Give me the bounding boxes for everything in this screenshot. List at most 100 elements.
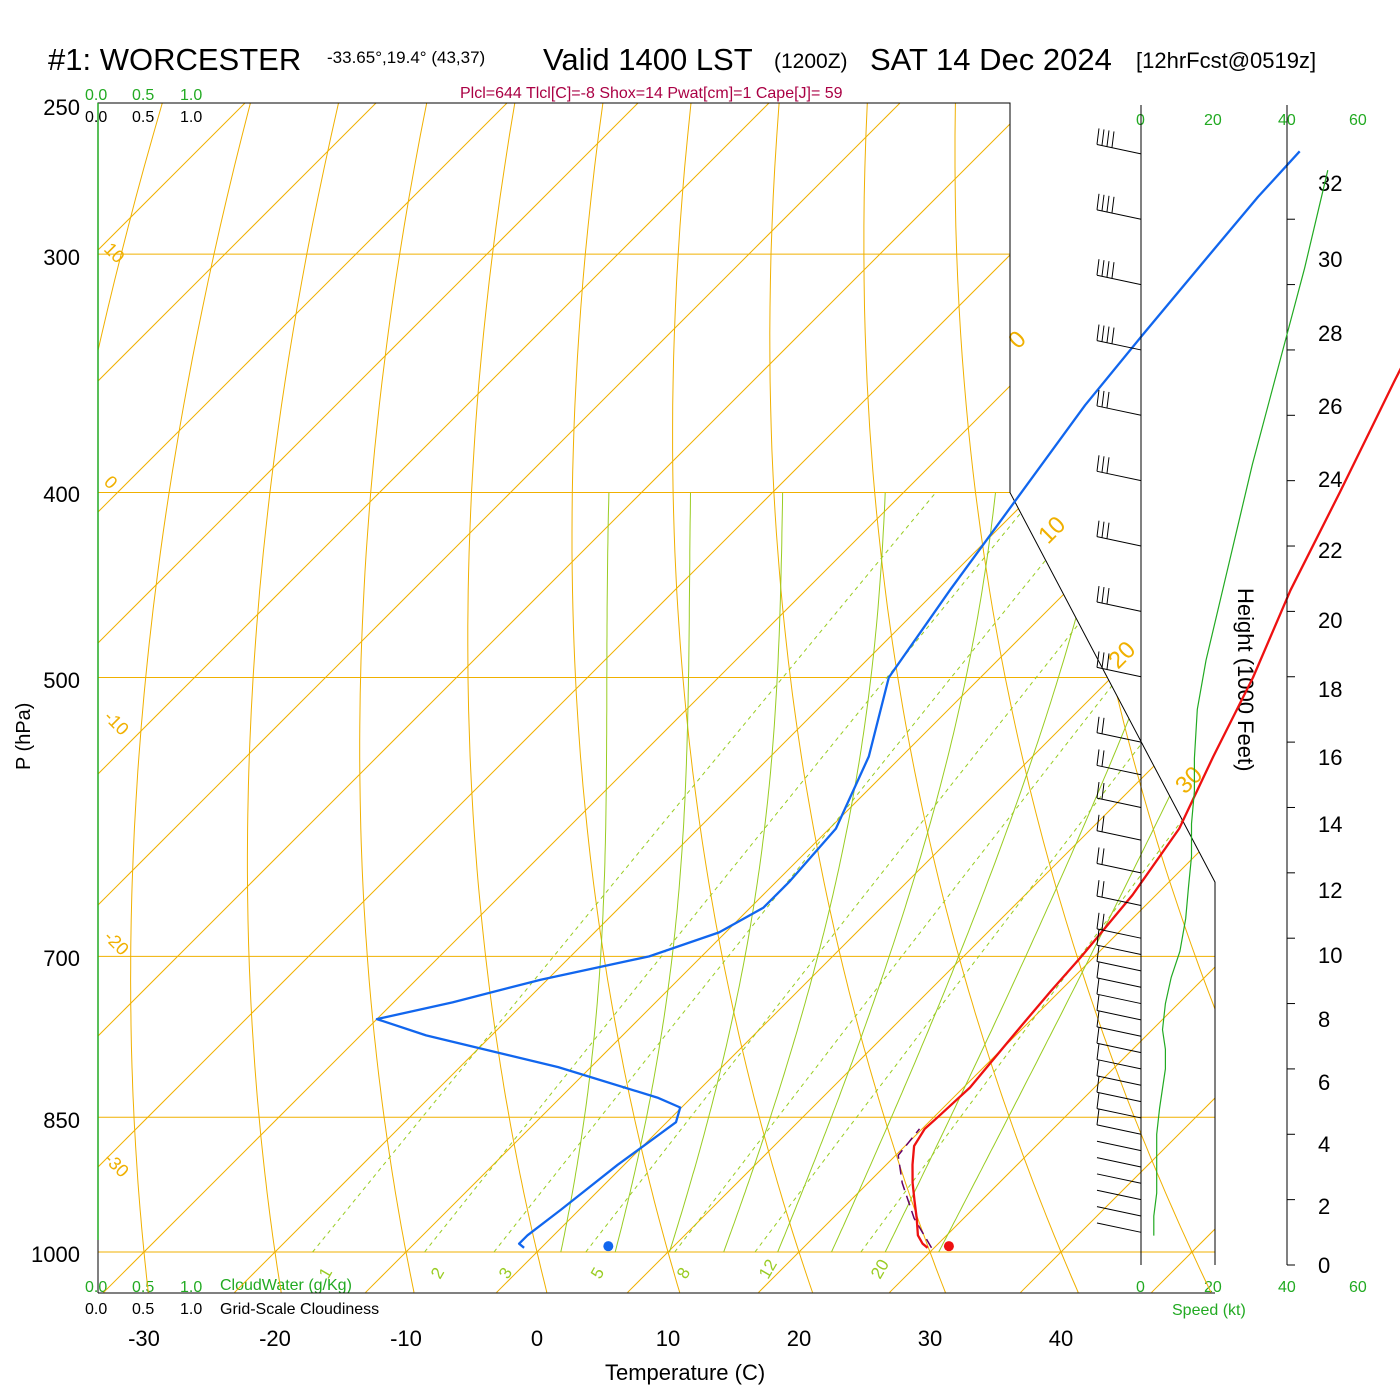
wind-barb <box>1096 405 1142 416</box>
dry-adiabat-line <box>1042 103 1215 1293</box>
moist-adiabat-line <box>831 492 1108 1253</box>
cloudiness-label: Grid-Scale Cloudiness <box>220 1301 379 1318</box>
wind-barb-flag <box>1101 325 1105 342</box>
cloud-water-tick: 1.0 <box>180 1279 202 1296</box>
temperature-tick: -20 <box>259 1326 291 1351</box>
dry-adiabat-line <box>359 103 435 1293</box>
height-tick: 16 <box>1318 745 1342 770</box>
wind-barb <box>1096 601 1142 612</box>
mixing-ratio-line <box>585 492 1184 1253</box>
pressure-tick: 700 <box>43 946 80 971</box>
wind-barb <box>1096 928 1142 939</box>
height-tick: 20 <box>1318 608 1342 633</box>
speed-scale-top: 0 20 40 60 <box>1136 112 1367 129</box>
wind-barb-flag <box>1111 327 1115 344</box>
height-tick: 14 <box>1318 812 1342 837</box>
wind-barb <box>1096 1026 1142 1037</box>
speed-tick: 60 <box>1349 112 1367 129</box>
isotherm-line <box>1151 103 1215 1293</box>
wind-barb <box>1096 1189 1142 1201</box>
moist-adiabat-line <box>614 492 691 1253</box>
height-tick: 32 <box>1318 171 1342 196</box>
wind-barb-flag <box>1111 131 1115 148</box>
wind-barb-flag <box>1096 259 1100 276</box>
valid-date: SAT 14 Dec 2024 <box>870 42 1112 77</box>
wind-barb-flag <box>1096 1108 1100 1125</box>
wind-barb-flag <box>1096 651 1100 668</box>
height-ticks: 0 2 4 6 8 10 12 14 16 18 20 22 24 26 28 … <box>1318 171 1342 1278</box>
isotherm-line <box>627 103 1215 1293</box>
wind-barb <box>1096 470 1142 482</box>
height-tick: 0 <box>1318 1253 1330 1278</box>
wind-barb-flag <box>1096 847 1100 864</box>
isotherm-line <box>758 103 1215 1293</box>
wind-barb <box>1096 274 1142 286</box>
wind-barb-flag <box>1096 128 1100 145</box>
wind-barb-flag <box>1096 193 1100 210</box>
speed-tick: 40 <box>1278 1279 1296 1296</box>
wind-barb-flag <box>1101 848 1105 865</box>
dry-adiabat-line <box>98 103 173 1293</box>
height-tick: 6 <box>1318 1070 1330 1095</box>
mixing-ratio-line <box>312 492 937 1253</box>
wind-barb <box>1096 830 1142 841</box>
wind-barb-flag <box>1096 520 1100 537</box>
cloudiness-tick: 0.5 <box>132 1301 154 1318</box>
pressure-tick: 500 <box>43 668 80 693</box>
isotherm-line <box>98 103 542 1293</box>
wind-barb-flag <box>1096 1076 1100 1093</box>
mixing-ratio-label: 12 <box>755 1256 781 1282</box>
isotherm-line <box>234 103 1215 1293</box>
height-tick: 18 <box>1318 677 1342 702</box>
speed-tick: 20 <box>1204 112 1222 129</box>
wind-barb-flag <box>1096 1059 1100 1076</box>
mixing-ratio-line <box>493 492 1101 1253</box>
wind-barb-flag <box>1106 457 1110 474</box>
wind-barb <box>1096 993 1142 1005</box>
wind-barb-flag <box>1096 814 1100 831</box>
wind-barb <box>1096 764 1142 776</box>
wind-barb <box>1096 1157 1142 1168</box>
isotherm-line <box>98 103 804 1293</box>
height-profile-line <box>1153 170 1329 1236</box>
isotherm-label: -30 <box>100 1149 133 1182</box>
temperature-tick: -30 <box>128 1326 160 1351</box>
wind-barb <box>1096 1042 1142 1054</box>
temperature-tick: 10 <box>656 1326 680 1351</box>
wind-barb-flag <box>1101 521 1105 538</box>
wind-barb-flag <box>1096 749 1100 766</box>
cloud-water-label: CloudWater (g/Kg) <box>220 1277 352 1294</box>
wind-barb <box>1096 797 1142 808</box>
sounding-indices: Plcl=644 Tlcl[C]=-8 Shox=14 Pwat[cm]=1 C… <box>460 85 843 102</box>
wind-barb-flag <box>1096 389 1100 407</box>
wind-barb <box>1096 536 1142 547</box>
isotherm-line <box>496 103 1215 1293</box>
wind-barb-flag <box>1096 945 1100 962</box>
wind-barb-flag <box>1106 653 1110 670</box>
wind-barb <box>1096 732 1142 743</box>
dry-adiabat-line <box>672 103 813 1293</box>
wind-barb-flag <box>1096 929 1100 946</box>
isotherm-line <box>103 103 1215 1293</box>
mixing-ratio-label: 2 <box>427 1264 448 1282</box>
dry-adiabat-line <box>954 103 1212 1293</box>
height-tick: 22 <box>1318 538 1342 563</box>
cloud-water-tick: 0.0 <box>85 1279 107 1296</box>
wind-barb <box>1096 862 1142 874</box>
plot-frame <box>97 102 1216 1293</box>
speed-scale-bottom: 0 20 40 60 Speed (kt) <box>1136 1279 1367 1319</box>
temperature-tick: 40 <box>1049 1326 1073 1351</box>
mixing-ratio-line <box>424 492 1038 1253</box>
wind-barb-flag <box>1101 750 1105 767</box>
wind-barb-flag <box>1096 880 1100 897</box>
wind-barb-flag <box>1111 196 1115 213</box>
wind-barb <box>1096 977 1142 988</box>
wind-barb <box>1096 340 1142 351</box>
wind-barb <box>1096 1124 1142 1135</box>
dry-adiabat-line <box>467 103 548 1293</box>
speed-tick: 20 <box>1204 1279 1222 1296</box>
wind-barb-flag <box>1106 195 1110 212</box>
mixing-ratio-label: 5 <box>587 1264 608 1282</box>
wind-barb-flag <box>1101 390 1105 408</box>
isotherm-line <box>98 103 411 1293</box>
